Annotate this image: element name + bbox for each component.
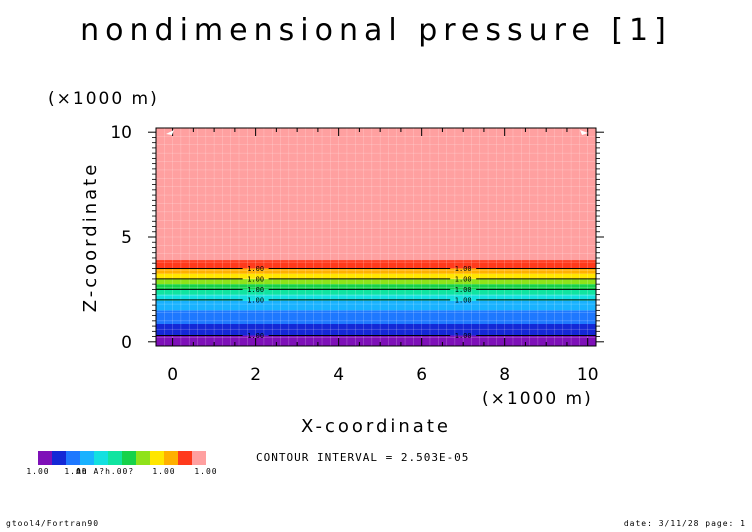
colorbar-swatch-6 — [122, 451, 136, 465]
colorbar-swatch-7 — [136, 451, 150, 465]
x-tick-label: 2 — [250, 365, 261, 385]
band-8 — [156, 273, 596, 279]
colorbar-swatch-11 — [192, 451, 206, 465]
x-axis-unit: (×1000 m) — [482, 389, 593, 409]
contour-label: 1.00 — [455, 286, 472, 294]
footer-right: date: 3/11/28 page: 1 — [624, 519, 746, 528]
colorbar-swatch-9 — [164, 451, 178, 465]
colorbar-swatch-3 — [80, 451, 94, 465]
x-tick-label: 6 — [416, 365, 427, 385]
band-6 — [156, 284, 596, 290]
colorbar-label: 1.00 — [26, 467, 49, 476]
x-tick-label: 8 — [499, 365, 510, 385]
y-tick-labels: 0 5 10 — [110, 123, 132, 353]
y-axis-unit: (×1000 m) — [48, 89, 159, 109]
y-tick-label: 0 — [121, 333, 132, 353]
x-tick-label: 4 — [333, 365, 344, 385]
corner-marker-right — [580, 130, 588, 135]
contour-label: 1.00 — [247, 265, 264, 273]
x-axis-label: X-coordinate — [301, 416, 451, 437]
band-2 — [156, 310, 596, 324]
contour-label: 1.00 — [247, 286, 264, 294]
band-5 — [156, 289, 596, 295]
band-7 — [156, 278, 596, 285]
y-tick-label: 10 — [110, 123, 132, 143]
colorbar-overlap-text: Ah A?h.00? — [76, 467, 134, 476]
band-1 — [156, 323, 596, 336]
colorbar-label: 1.00 — [64, 467, 87, 476]
x-tick-labels: 0 2 4 6 8 10 — [167, 365, 598, 385]
colorbar-swatch-2 — [66, 451, 80, 465]
colorbar-swatch-10 — [178, 451, 192, 465]
y-axis-label: Z-coordinate — [80, 162, 101, 313]
x-tick-label: 10 — [577, 365, 599, 385]
band-4 — [156, 294, 596, 301]
contour-interval: CONTOUR INTERVAL = 2.503E-05 — [256, 451, 469, 464]
band-11 — [156, 128, 596, 261]
colorbar-label: 1.00 — [152, 467, 175, 476]
heatmap-bands — [156, 128, 596, 346]
contour-label: 1.00 — [455, 332, 472, 340]
contour-lines: 1.00 1.00 1.00 1.00 1.00 1.00 1.00 1.00 1.00 1.00 — [156, 265, 596, 340]
contour-label: 1.00 — [455, 265, 472, 273]
contour-label: 1.00 — [247, 296, 264, 304]
contour-label: 1.00 — [247, 275, 264, 283]
band-10 — [156, 260, 596, 269]
chart-title: nondimensional pressure [1] — [80, 13, 672, 48]
colorbar-swatch-1 — [52, 451, 66, 465]
colorbar-swatch-0 — [38, 451, 52, 465]
band-0 — [156, 335, 596, 346]
colorbar-label: 1.00 — [194, 467, 217, 476]
colorbar — [38, 451, 206, 465]
band-9 — [156, 268, 596, 274]
contour-label: 1.00 — [455, 275, 472, 283]
axis-ticks — [148, 128, 604, 346]
band-3 — [156, 300, 596, 311]
y-tick-label: 5 — [121, 228, 132, 248]
colorbar-labels: 1.00 1.00 1.00 1.00 — [26, 467, 217, 476]
contour-label: 1.00 — [455, 296, 472, 304]
colorbar-swatch-5 — [108, 451, 122, 465]
corner-marker-left — [166, 130, 174, 135]
footer-left: gtool4/Fortran90 — [6, 519, 99, 528]
x-tick-label: 0 — [167, 365, 178, 385]
colorbar-swatch-8 — [150, 451, 164, 465]
colorbar-swatch-4 — [94, 451, 108, 465]
contour-label: 1.00 — [247, 332, 264, 340]
